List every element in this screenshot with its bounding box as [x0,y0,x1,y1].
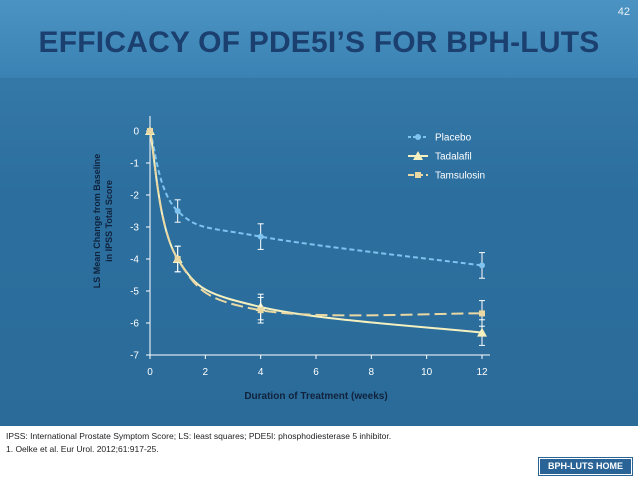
bph-luts-home-button[interactable]: BPH-LUTS HOME [538,457,633,476]
legend-tamsulosin-marker [415,172,421,178]
y-tick-label: -4 [130,255,139,266]
y-axis-label-line2: in IPSS Total Score [104,180,114,262]
tamsulosin-data-point [147,128,153,134]
tamsulosin-data-point [174,256,181,262]
chart-area: 0 -1 -2 -3 -4 -5 -6 -7 0 2 4 6 8 10 12 Duration of Trea… [0,88,638,418]
legend-tadalafil-label: Tadalafil [435,152,472,163]
placebo-data-point [257,233,264,240]
y-tick-label: -2 [130,191,139,202]
efficacy-line-chart: 0 -1 -2 -3 -4 -5 -6 -7 0 2 4 6 8 10 12 Duration of Trea… [92,116,490,402]
footnote-abbreviations: IPSS: International Prostate Symptom Sco… [6,431,392,441]
placebo-data-point [479,262,485,269]
slide-number: 42 [617,6,630,18]
legend-tadalafil-marker [413,151,423,160]
placebo-data-point [174,208,181,214]
tamsulosin-series-line [149,130,483,317]
tadalafil-data-point [477,327,487,337]
footer: IPSS: International Prostate Symptom Sco… [0,426,638,479]
x-tick-label: 6 [313,367,319,378]
x-tick-label: 10 [421,367,433,378]
x-tick-label: 8 [369,367,375,378]
x-tick-label: 4 [258,367,264,378]
y-tick-label: 0 [133,127,139,138]
x-tick-label: 12 [476,367,488,378]
tadalafil-series-line [149,130,483,334]
y-tick-label: -3 [130,223,139,234]
tamsulosin-data-point [479,310,485,317]
legend-tamsulosin-label: Tamsulosin [435,171,485,182]
y-tick-label: -5 [130,287,139,298]
y-tick-label: -1 [130,159,139,170]
footnote-reference: 1. Oelke et al. Eur Urol. 2012;61:917-25… [6,444,159,454]
x-tick-label: 0 [147,367,153,378]
legend-placebo-label: Placebo [435,133,472,144]
y-tick-label: -7 [130,351,139,362]
y-axis-label-line1: LS Mean Change from Baseline [92,154,102,289]
slide-title: EFFICACY OF PDE5I’S FOR BPH-LUTS [38,26,600,59]
y-tick-label: -6 [130,319,139,330]
placebo-series-line [149,130,483,267]
tamsulosin-data-point [257,307,264,314]
x-tick-label: 2 [203,367,209,378]
x-axis-label: Duration of Treatment (weeks) [244,391,387,402]
slide-header: 42 EFFICACY OF PDE5I’S FOR BPH-LUTS [0,0,638,78]
legend-placebo-marker [415,134,421,140]
